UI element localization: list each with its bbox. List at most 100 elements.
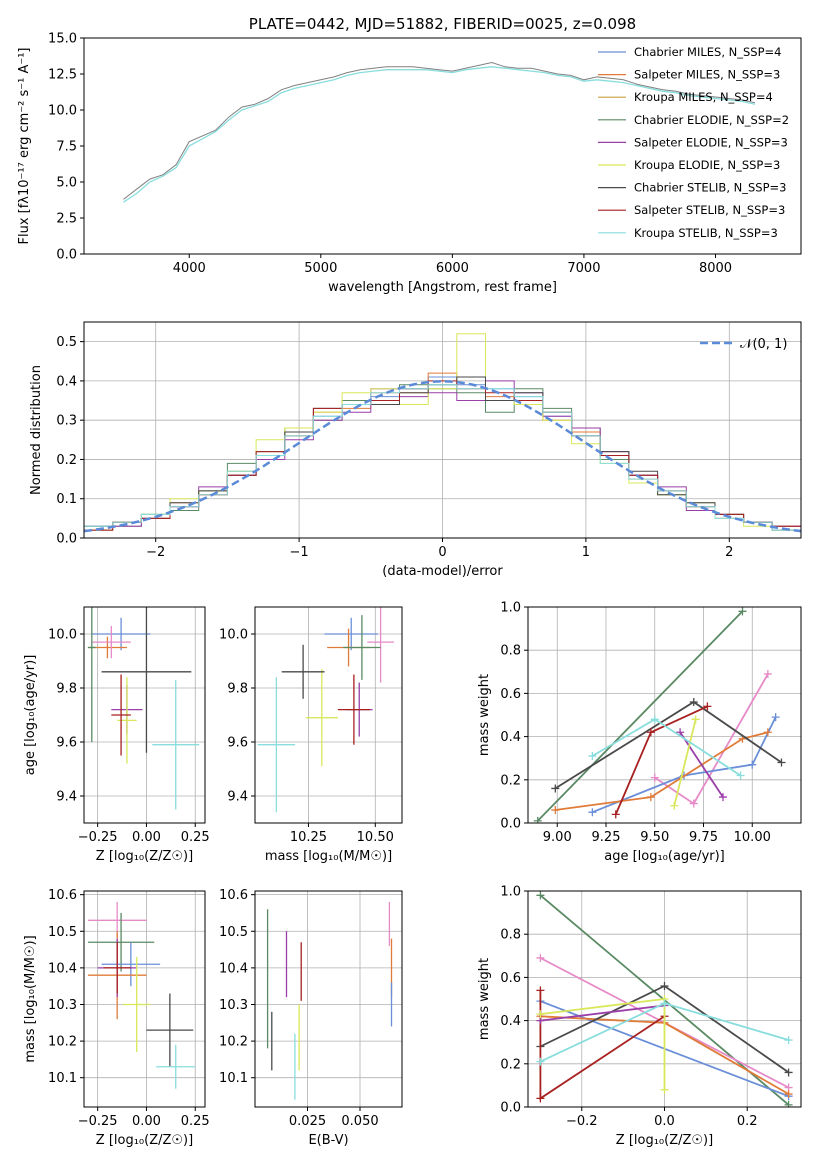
x-axis-label: Z [log₁₀(Z/Z☉)] <box>96 1133 193 1148</box>
y-axis-label: Normed distribution <box>29 365 44 495</box>
data-point <box>763 669 772 678</box>
data-point <box>536 953 545 962</box>
panel-spectrum: 4000 5000 6000 7000 8000 0.0 2.5 5.0 7.5 10.0 12.5… <box>17 15 802 295</box>
y-tick-label: 10.6 <box>48 888 77 903</box>
panel-residuals: −2 −1 0 1 2 0.0 0.1 0.2 0.3 0.4 0.5 (data-model)/er… <box>29 321 802 579</box>
x-tick-label: 0.050 <box>341 1114 378 1129</box>
y-tick-label: 0.2 <box>500 773 521 788</box>
y-tick-label: 0.6 <box>500 687 521 702</box>
y-tick-label: 10.2 <box>48 1035 77 1050</box>
x-tick-label: −1 <box>290 545 309 560</box>
x-tick-label: 0.025 <box>289 1114 326 1129</box>
data-point <box>689 698 698 707</box>
y-tick-label: 0.2 <box>56 453 77 468</box>
y-tick-label: 10.3 <box>48 998 77 1013</box>
legend-entry: Kroupa ELODIE, N_SSP=3 <box>634 158 780 172</box>
y-axis-label: mass weight <box>477 674 492 756</box>
gaussian-curve <box>84 380 801 533</box>
axes-frame <box>527 606 802 824</box>
x-tick-label: −0.25 <box>78 1114 118 1129</box>
data-point <box>771 713 780 722</box>
x-tick-label: 9.75 <box>689 830 718 845</box>
x-tick-label: 0.00 <box>132 830 161 845</box>
axes-frame <box>83 890 206 1108</box>
y-tick-label: 9.4 <box>56 790 77 805</box>
y-tick-label: 5.0 <box>56 176 77 191</box>
x-tick-label: 4000 <box>173 261 206 276</box>
y-tick-label: 0.4 <box>500 1014 521 1029</box>
plot-area <box>533 607 786 823</box>
y-tick-label: 10.5 <box>48 925 77 940</box>
x-tick-label: 0.0 <box>654 1114 675 1129</box>
data-point <box>660 982 669 991</box>
data-point <box>784 1068 793 1077</box>
y-tick-label: 10.3 <box>219 998 248 1013</box>
y-tick-label: 0.0 <box>56 532 77 547</box>
series-line <box>123 66 756 203</box>
y-tick-label: 0.6 <box>500 971 521 986</box>
data-point <box>650 715 659 724</box>
y-tick-label: 10.1 <box>48 1071 77 1086</box>
y-tick-label: 10.5 <box>219 925 248 940</box>
plot-area <box>87 607 200 810</box>
x-tick-label: −2 <box>146 545 165 560</box>
x-tick-label: 6000 <box>436 261 469 276</box>
x-tick-label: 10.50 <box>357 830 394 845</box>
series-line <box>679 731 724 798</box>
y-tick-label: 10.1 <box>219 1071 248 1086</box>
x-axis-label: E(B-V) <box>308 1133 348 1148</box>
axes-frame <box>83 606 206 824</box>
axes-frame <box>254 890 403 1108</box>
histogram-series <box>84 384 801 538</box>
y-axis-label: mass weight <box>477 958 492 1040</box>
y-tick-label: 0.8 <box>500 928 521 943</box>
x-tick-label: 0.00 <box>132 1114 161 1129</box>
series-line <box>537 610 744 822</box>
y-tick-label: 9.8 <box>227 682 248 697</box>
y-tick-label: 0.4 <box>500 730 521 745</box>
data-point <box>646 728 655 737</box>
x-tick-label: 7000 <box>567 261 600 276</box>
data-point <box>536 1094 545 1103</box>
legend-entry: Kroupa STELIB, N_SSP=3 <box>634 226 778 240</box>
data-point <box>536 1010 545 1019</box>
x-tick-label: 2 <box>725 545 733 560</box>
x-tick-label: 10.25 <box>290 830 327 845</box>
x-tick-label: 10.00 <box>734 830 771 845</box>
y-tick-label: 10.0 <box>48 104 77 119</box>
y-tick-label: 0.0 <box>500 817 521 832</box>
series-line <box>554 700 783 790</box>
y-axis-label: mass [log₁₀(M/M☉)] <box>23 935 38 1062</box>
data-point <box>736 771 745 780</box>
legend-entry: Chabrier MILES, N_SSP=4 <box>634 45 781 59</box>
plot-area <box>123 61 756 203</box>
y-tick-label: 1.0 <box>500 885 521 900</box>
data-point <box>533 816 542 823</box>
y-tick-label: 7.5 <box>56 140 77 155</box>
y-tick-label: 0.5 <box>56 335 77 350</box>
data-point <box>784 1100 793 1107</box>
legend-entry: Salpeter ELODIE, N_SSP=3 <box>634 135 788 149</box>
x-tick-label: −0.25 <box>78 830 118 845</box>
x-axis-label: Z [log₁₀(Z/Z☉)] <box>96 849 193 864</box>
x-axis-label: mass [log₁₀(M/M☉)] <box>265 849 392 864</box>
data-point <box>588 808 597 817</box>
data-point <box>646 793 655 802</box>
data-point <box>551 784 560 793</box>
legend-entry: Salpeter STELIB, N_SSP=3 <box>634 203 785 217</box>
y-tick-label: 9.4 <box>227 790 248 805</box>
y-tick-label: 0.4 <box>56 374 77 389</box>
x-axis-label: age [log₁₀(age/yr)] <box>604 849 725 864</box>
x-axis-label: (data-model)/error <box>382 564 503 579</box>
legend-entry: Chabrier ELODIE, N_SSP=2 <box>634 113 789 127</box>
data-point <box>670 801 679 810</box>
plot-area <box>84 333 801 538</box>
y-axis-label: age [log₁₀(age/yr)] <box>23 655 38 776</box>
x-tick-label: 0.25 <box>181 830 210 845</box>
x-axis-label: Z [log₁₀(Z/Z☉)] <box>616 1133 713 1148</box>
x-tick-label: 0.2 <box>737 1114 758 1129</box>
y-tick-label: 0.0 <box>500 1101 521 1116</box>
data-point <box>777 758 786 767</box>
series-line <box>673 719 697 806</box>
